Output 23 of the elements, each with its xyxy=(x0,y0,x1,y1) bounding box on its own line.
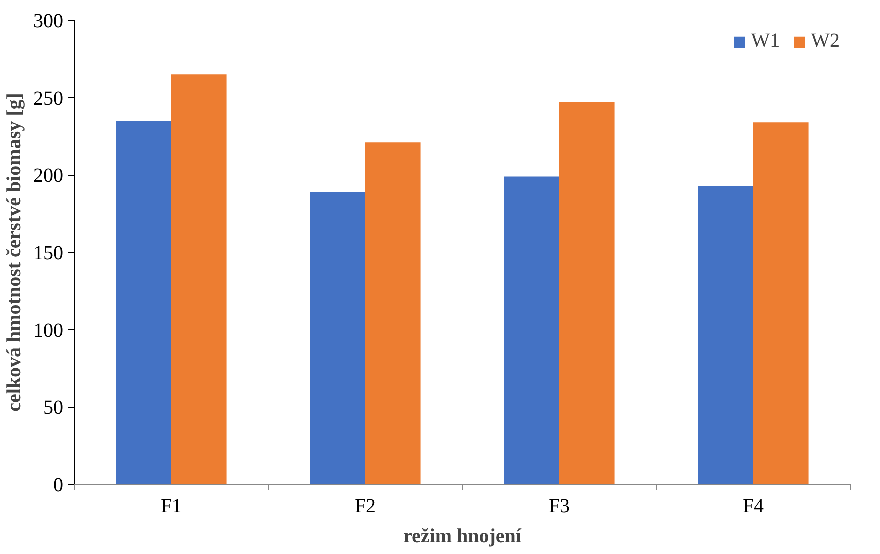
y-tick-label: 50 xyxy=(44,397,64,420)
y-tick-label: 250 xyxy=(34,88,64,110)
y-tick-label: 200 xyxy=(34,165,64,188)
y-tick-label: 150 xyxy=(34,242,64,264)
y-axis-title: celková hmotnost čerstvé biomasy [g] xyxy=(4,93,26,412)
bar xyxy=(172,74,227,484)
y-tick-label: 300 xyxy=(34,10,64,32)
legend-label: W1 xyxy=(751,30,780,53)
x-tick-label: F4 xyxy=(742,496,764,518)
bar xyxy=(366,142,421,484)
bar xyxy=(310,192,366,484)
legend-label: W2 xyxy=(811,30,840,53)
y-tick-label: 0 xyxy=(54,474,64,496)
bar xyxy=(504,176,560,484)
bar xyxy=(560,102,615,484)
bar xyxy=(754,122,809,484)
x-axis-title: režim hnojení xyxy=(404,526,522,548)
y-tick-label: 100 xyxy=(34,320,64,342)
x-tick-label: F2 xyxy=(354,496,376,518)
x-tick-label: F3 xyxy=(548,496,570,518)
bar xyxy=(698,186,754,484)
x-tick-label: F1 xyxy=(160,496,182,518)
bar xyxy=(116,121,172,484)
